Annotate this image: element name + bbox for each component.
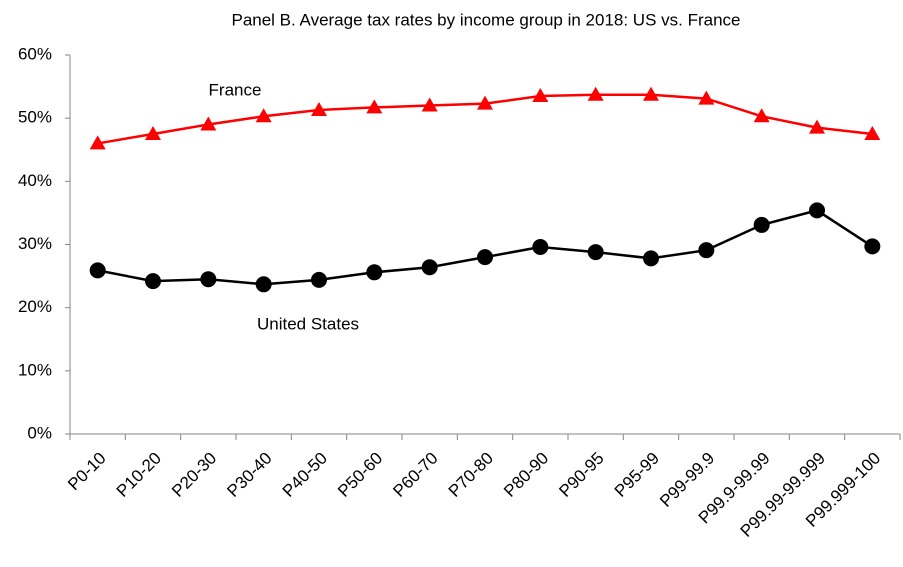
y-tick-label: 50% bbox=[18, 108, 52, 127]
y-tick-label: 60% bbox=[18, 44, 52, 63]
marker bbox=[698, 90, 715, 105]
marker bbox=[643, 86, 659, 101]
y-tick-label: 0% bbox=[27, 423, 52, 442]
y-tick-label: 40% bbox=[18, 171, 52, 190]
marker bbox=[421, 259, 438, 276]
marker bbox=[587, 244, 604, 261]
marker bbox=[532, 88, 549, 103]
marker bbox=[255, 108, 272, 123]
x-tick-label: P60-70 bbox=[389, 449, 441, 501]
marker bbox=[255, 276, 272, 293]
marker bbox=[89, 135, 106, 150]
marker bbox=[587, 86, 604, 101]
marker bbox=[809, 202, 825, 219]
marker bbox=[200, 116, 217, 131]
x-tick-label: P50-60 bbox=[334, 449, 386, 501]
marker bbox=[698, 242, 715, 259]
x-tick-label: P90-95 bbox=[555, 449, 607, 501]
marker bbox=[311, 101, 327, 116]
marker bbox=[366, 264, 383, 281]
marker bbox=[643, 250, 659, 267]
marker bbox=[421, 97, 438, 112]
marker bbox=[200, 271, 217, 288]
x-tick-label: P0-10 bbox=[64, 449, 110, 495]
marker bbox=[809, 119, 825, 134]
y-tick-label: 10% bbox=[18, 360, 52, 379]
series-label: United States bbox=[257, 314, 359, 333]
x-tick-label: P70-80 bbox=[445, 449, 497, 501]
marker bbox=[477, 249, 493, 266]
x-tick-label: P10-20 bbox=[113, 449, 165, 501]
marker bbox=[145, 273, 161, 290]
x-tick-label: P40-50 bbox=[279, 449, 331, 501]
x-tick-label: P20-30 bbox=[168, 449, 220, 501]
chart-title: Panel B. Average tax rates by income gro… bbox=[231, 10, 740, 29]
marker bbox=[753, 216, 770, 233]
x-tick-label: P80-90 bbox=[500, 449, 552, 501]
marker bbox=[753, 108, 770, 123]
marker bbox=[532, 239, 549, 256]
marker bbox=[311, 271, 327, 288]
marker bbox=[366, 99, 383, 114]
marker bbox=[145, 125, 161, 140]
marker bbox=[864, 125, 881, 140]
marker bbox=[477, 95, 493, 110]
y-tick-label: 20% bbox=[18, 297, 52, 316]
series-label: France bbox=[209, 80, 262, 99]
marker bbox=[864, 238, 881, 255]
y-tick-label: 30% bbox=[18, 234, 52, 253]
marker bbox=[89, 262, 106, 279]
x-tick-label: P30-40 bbox=[223, 449, 275, 501]
x-tick-label: P95-99 bbox=[611, 449, 663, 501]
